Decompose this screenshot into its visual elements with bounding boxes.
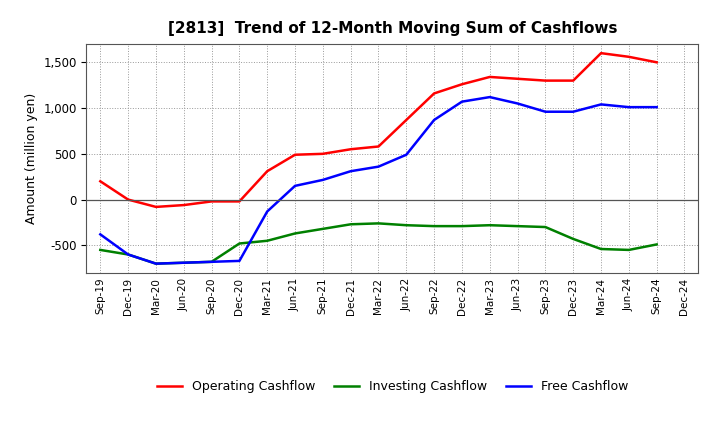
Investing Cashflow (485, 223, 494, 228)
Legend: Operating Cashflow, Investing Cashflow, Free Cashflow: Operating Cashflow, Investing Cashflow, … (152, 375, 633, 398)
Investing Cashflow (430, 224, 438, 229)
Free Cashflow (513, 101, 522, 106)
Free Cashflow (569, 109, 577, 114)
Investing Cashflow (402, 223, 410, 228)
Operating Cashflow (235, 199, 243, 204)
Operating Cashflow (152, 204, 161, 209)
Operating Cashflow (569, 78, 577, 83)
Operating Cashflow (485, 74, 494, 80)
Investing Cashflow (513, 224, 522, 229)
Operating Cashflow (179, 202, 188, 208)
Investing Cashflow (374, 221, 383, 226)
Operating Cashflow (124, 197, 132, 202)
Title: [2813]  Trend of 12-Month Moving Sum of Cashflows: [2813] Trend of 12-Month Moving Sum of C… (168, 21, 617, 36)
Investing Cashflow (152, 261, 161, 266)
Operating Cashflow (318, 151, 327, 157)
Investing Cashflow (652, 242, 661, 247)
Free Cashflow (430, 117, 438, 123)
Free Cashflow (485, 95, 494, 100)
Free Cashflow (402, 152, 410, 158)
Free Cashflow (263, 209, 271, 214)
Free Cashflow (96, 232, 104, 237)
Investing Cashflow (346, 222, 355, 227)
Operating Cashflow (597, 51, 606, 56)
Investing Cashflow (541, 224, 550, 230)
Investing Cashflow (569, 236, 577, 242)
Operating Cashflow (430, 91, 438, 96)
Free Cashflow (318, 177, 327, 183)
Investing Cashflow (207, 259, 216, 264)
Operating Cashflow (346, 147, 355, 152)
Investing Cashflow (458, 224, 467, 229)
Free Cashflow (374, 164, 383, 169)
Y-axis label: Amount (million yen): Amount (million yen) (24, 93, 37, 224)
Free Cashflow (235, 258, 243, 264)
Free Cashflow (652, 105, 661, 110)
Investing Cashflow (318, 226, 327, 231)
Investing Cashflow (291, 231, 300, 236)
Investing Cashflow (96, 247, 104, 253)
Free Cashflow (624, 105, 633, 110)
Operating Cashflow (541, 78, 550, 83)
Free Cashflow (179, 260, 188, 265)
Investing Cashflow (179, 260, 188, 265)
Operating Cashflow (402, 117, 410, 123)
Free Cashflow (152, 261, 161, 266)
Operating Cashflow (513, 76, 522, 81)
Line: Operating Cashflow: Operating Cashflow (100, 53, 657, 207)
Free Cashflow (346, 169, 355, 174)
Line: Free Cashflow: Free Cashflow (100, 97, 657, 264)
Operating Cashflow (624, 54, 633, 59)
Operating Cashflow (207, 199, 216, 204)
Free Cashflow (541, 109, 550, 114)
Free Cashflow (597, 102, 606, 107)
Line: Investing Cashflow: Investing Cashflow (100, 224, 657, 264)
Free Cashflow (458, 99, 467, 104)
Operating Cashflow (263, 169, 271, 174)
Operating Cashflow (96, 179, 104, 184)
Investing Cashflow (263, 238, 271, 243)
Investing Cashflow (597, 246, 606, 252)
Operating Cashflow (291, 152, 300, 158)
Operating Cashflow (374, 144, 383, 149)
Investing Cashflow (624, 247, 633, 253)
Free Cashflow (124, 252, 132, 257)
Investing Cashflow (235, 241, 243, 246)
Operating Cashflow (652, 60, 661, 65)
Investing Cashflow (124, 252, 132, 257)
Free Cashflow (207, 259, 216, 264)
Free Cashflow (291, 183, 300, 188)
Operating Cashflow (458, 82, 467, 87)
